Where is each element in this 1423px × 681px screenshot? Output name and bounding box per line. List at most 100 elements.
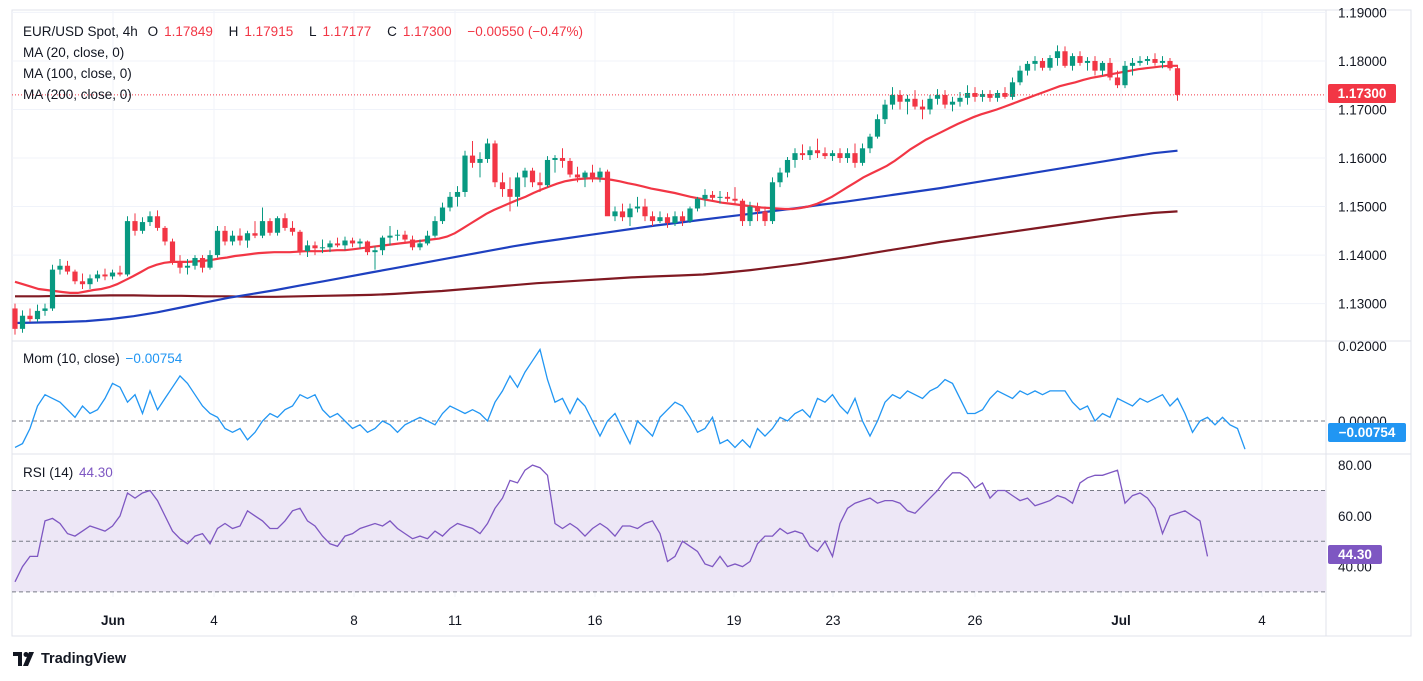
candle — [552, 155, 558, 173]
candle-body — [192, 257, 198, 266]
candle-body — [634, 206, 641, 209]
candle-body — [139, 222, 146, 231]
candle-body — [439, 207, 446, 222]
candle — [387, 225, 393, 246]
ma200-legend[interactable]: MA (200, close, 0) — [23, 87, 132, 102]
rsi-legend-label: RSI (14) — [23, 465, 74, 480]
candle-body — [927, 98, 933, 110]
candle-body — [372, 250, 378, 253]
price-axis-label: 1.19000 — [1338, 5, 1387, 20]
candle — [889, 87, 896, 110]
candle — [919, 99, 926, 120]
candle — [837, 148, 843, 163]
candle — [177, 255, 183, 274]
candle — [1174, 64, 1181, 101]
ma20-legend[interactable]: MA (20, close, 0) — [23, 45, 125, 60]
momentum-legend[interactable]: Mom (10, close) −0.00754 — [23, 351, 182, 366]
candle-body — [777, 172, 783, 183]
candle-body — [979, 93, 986, 97]
candle-body — [829, 153, 836, 157]
candle-body — [102, 274, 108, 277]
momentum-last-tag: −0.00754 — [1328, 423, 1406, 442]
candle — [649, 211, 656, 226]
candle-body — [567, 160, 573, 175]
candle — [927, 94, 933, 115]
candle — [1144, 56, 1151, 65]
candle — [739, 198, 746, 226]
candle — [1167, 58, 1173, 71]
candle — [417, 239, 423, 251]
candle — [109, 269, 116, 280]
candle-body — [12, 308, 18, 329]
candle-body — [964, 92, 971, 98]
candle-body — [724, 196, 731, 199]
candle — [672, 211, 678, 226]
candle — [192, 255, 198, 270]
candle-body — [259, 221, 266, 236]
candle — [1054, 45, 1061, 66]
candle-body — [87, 278, 93, 285]
candle-body — [859, 148, 866, 163]
low-value: 1.17177 — [322, 24, 372, 39]
candle — [199, 255, 206, 273]
candle — [544, 156, 551, 188]
candle — [904, 94, 911, 115]
candle-body — [237, 235, 243, 241]
tradingview-logo[interactable]: TradingView — [13, 651, 126, 667]
candle-body — [507, 189, 513, 197]
candle — [439, 202, 446, 225]
candle — [1002, 87, 1008, 99]
momentum-legend-value: −0.00754 — [125, 351, 183, 366]
candle-body — [882, 104, 888, 120]
candle — [949, 96, 956, 112]
candle-body — [79, 281, 86, 285]
candle — [402, 230, 408, 243]
candle — [882, 99, 888, 125]
candle — [372, 246, 378, 270]
candle — [72, 269, 78, 285]
candle — [769, 177, 776, 225]
candle-body — [822, 153, 828, 157]
candle-body — [619, 211, 626, 218]
candle-body — [252, 233, 258, 236]
candle — [237, 228, 243, 246]
candle-body — [559, 158, 566, 161]
rsi-legend[interactable]: RSI (14) 44.30 — [23, 465, 113, 480]
candle — [634, 196, 641, 213]
candle — [1077, 51, 1083, 66]
candle-body — [147, 216, 153, 223]
candle-body — [537, 182, 543, 186]
candle — [117, 265, 123, 277]
candle-body — [49, 269, 56, 309]
candle-body — [739, 200, 746, 222]
candle-body — [747, 206, 753, 222]
candle-body — [117, 272, 123, 275]
candle — [1137, 56, 1143, 66]
symbol-label[interactable]: EUR/USD Spot, 4h — [23, 24, 138, 39]
candle — [807, 146, 813, 160]
candle-body — [1129, 62, 1136, 66]
candle — [267, 218, 273, 236]
high-key: H — [228, 24, 239, 39]
ma100-legend[interactable]: MA (100, close, 0) — [23, 66, 132, 81]
candle — [139, 217, 146, 234]
candle-body — [109, 272, 116, 277]
candle-body — [574, 174, 581, 178]
candle — [334, 237, 341, 248]
candle-body — [477, 158, 483, 163]
candle — [1047, 55, 1053, 71]
candle-body — [522, 170, 528, 178]
candle-body — [222, 230, 228, 242]
candle-body — [289, 227, 296, 232]
candle — [469, 141, 476, 168]
rsi-line — [14, 464, 1209, 583]
candle — [154, 210, 161, 231]
candle-body — [499, 182, 506, 190]
open-value: 1.17849 — [164, 24, 213, 39]
candle-body — [1054, 51, 1061, 59]
candle-body — [717, 196, 723, 198]
candle-body — [394, 234, 401, 236]
candle — [484, 138, 491, 163]
candle-body — [1159, 60, 1166, 63]
